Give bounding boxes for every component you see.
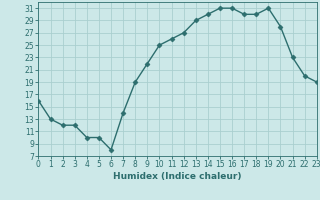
X-axis label: Humidex (Indice chaleur): Humidex (Indice chaleur): [113, 172, 242, 181]
